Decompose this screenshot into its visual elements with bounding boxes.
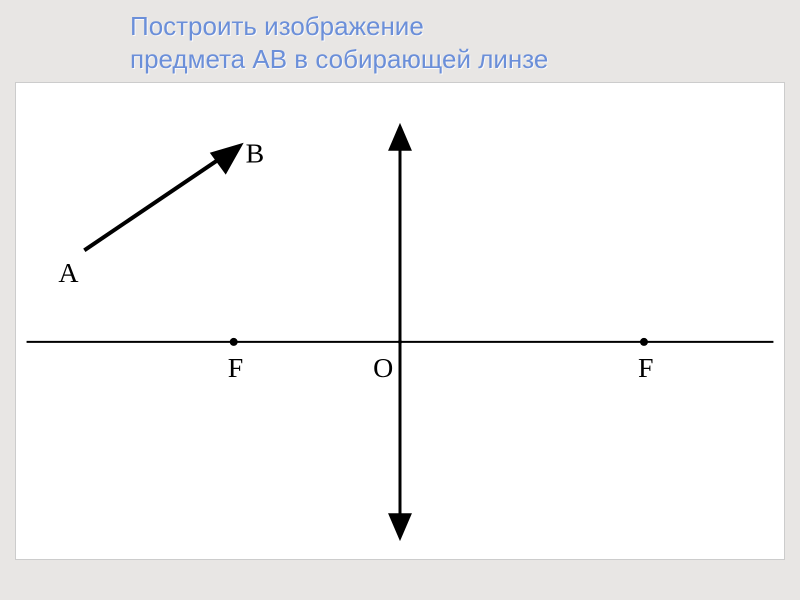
lens-arrow-top xyxy=(388,123,412,151)
lens-diagram-svg: O F F A B xyxy=(16,83,784,559)
focal-dot-left xyxy=(230,338,238,346)
center-label: O xyxy=(373,353,393,384)
lens-arrow-bottom xyxy=(388,513,412,541)
focal-dot-right xyxy=(640,338,648,346)
center-dot xyxy=(398,340,402,344)
title-line-1: Построить изображение xyxy=(130,10,548,43)
page-title: Построить изображение предмета АВ в соби… xyxy=(130,10,548,75)
title-line-2: предмета АВ в собирающей линзе xyxy=(130,43,548,76)
diagram-frame: O F F A B xyxy=(15,82,785,560)
point-b-label: B xyxy=(246,139,265,170)
object-ab-line xyxy=(84,155,225,251)
focal-label-left: F xyxy=(228,353,244,384)
point-a-label: A xyxy=(58,258,78,289)
object-ab-arrowhead xyxy=(210,143,244,175)
focal-label-right: F xyxy=(638,353,654,384)
